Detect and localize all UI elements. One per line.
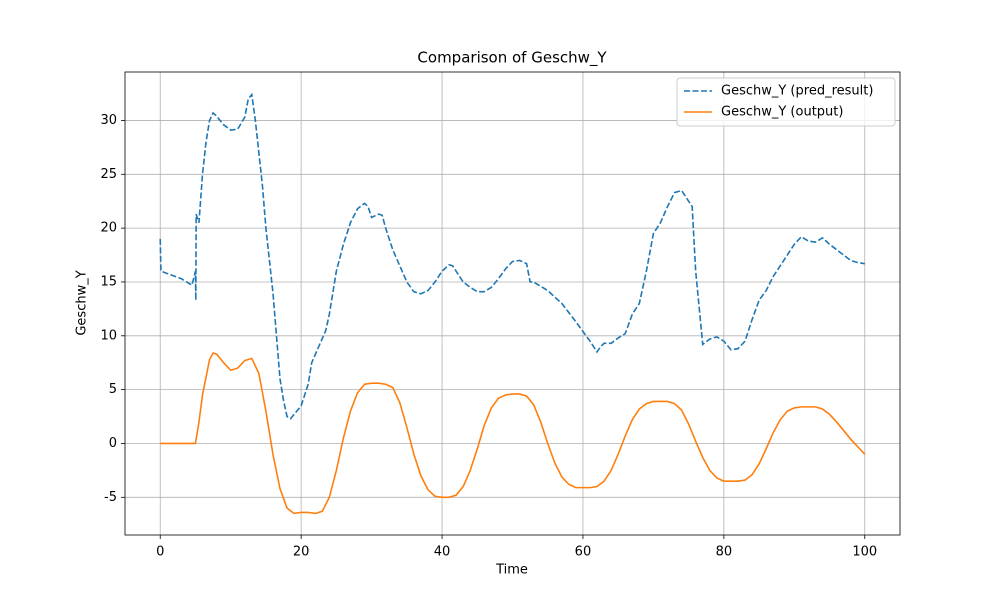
y-tick-label: 20 — [100, 221, 117, 236]
y-axis-label: Geschw_Y — [75, 270, 90, 335]
x-tick-label: 60 — [575, 545, 592, 560]
x-axis-label: Time — [495, 563, 528, 578]
y-tick-label: -5 — [104, 490, 117, 505]
y-tick-label: 0 — [109, 436, 117, 451]
y-tick-label: 15 — [100, 274, 117, 289]
y-tick-label: 10 — [100, 328, 117, 343]
series-line — [160, 352, 866, 515]
legend-label: Geschw_Y (pred_result) — [721, 84, 873, 99]
y-tick-label: 25 — [100, 167, 117, 182]
x-tick-label: 80 — [716, 545, 733, 560]
plot-frame — [124, 71, 901, 536]
series-line — [159, 92, 865, 420]
chart-title: Comparison of Geschw_Y — [417, 49, 607, 68]
legend-label: Geschw_Y (output) — [721, 105, 843, 120]
x-tick-label: 20 — [293, 545, 310, 560]
y-tick-label: 5 — [109, 382, 117, 397]
x-tick-label: 40 — [434, 545, 451, 560]
x-tick-label: 0 — [156, 545, 164, 560]
y-tick-label: 30 — [100, 113, 117, 128]
legend-box — [676, 77, 896, 127]
x-tick-label: 100 — [852, 545, 877, 560]
